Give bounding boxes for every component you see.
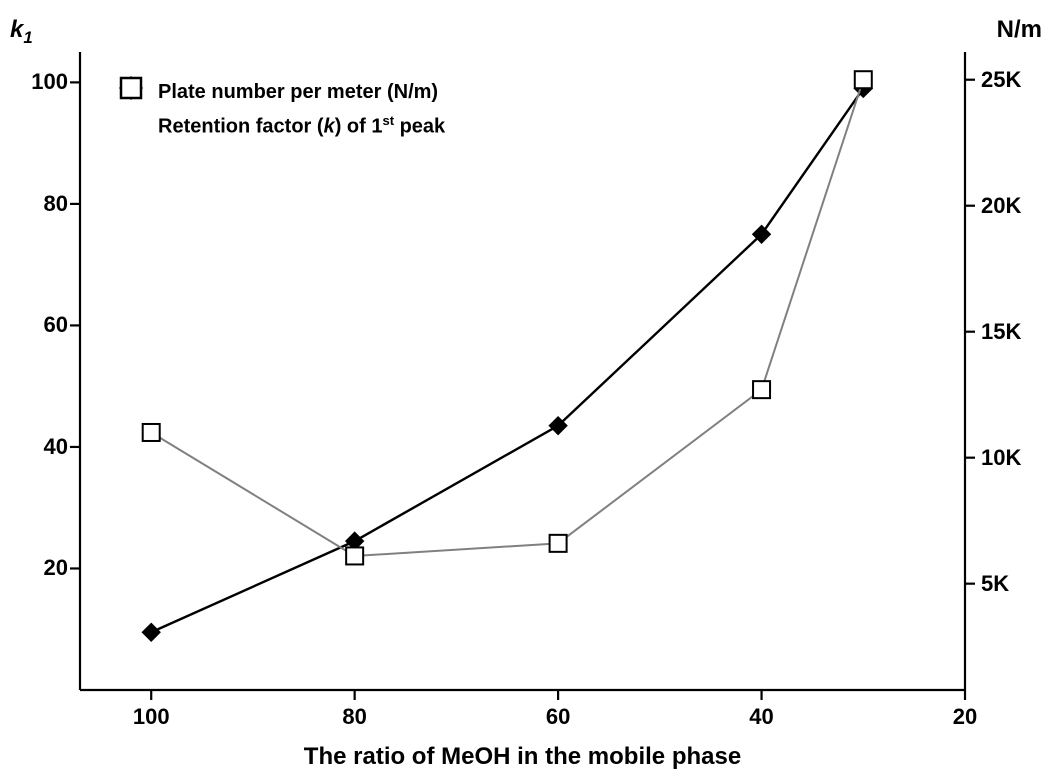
- y-right-tick-label: 10K: [981, 445, 1050, 471]
- x-tick-label: 40: [732, 704, 792, 730]
- y-left-tick-label: 20: [8, 555, 68, 581]
- y-right-tick-label: 5K: [981, 571, 1050, 597]
- x-tick-label: 20: [935, 704, 995, 730]
- legend-item: Retention factor (k) of 1st peak: [118, 109, 445, 143]
- x-tick-label: 60: [528, 704, 588, 730]
- x-tick-label: 100: [121, 704, 181, 730]
- y-left-tick-label: 100: [8, 69, 68, 95]
- y-left-tick-label: 80: [8, 191, 68, 217]
- y-right-tick-label: 20K: [981, 193, 1050, 219]
- legend: Plate number per meter (N/m) Retention fa…: [118, 75, 445, 143]
- legend-item-label: Plate number per meter (N/m): [158, 81, 438, 104]
- square-open-icon: [118, 113, 144, 139]
- y-right-tick-label: 15K: [981, 319, 1050, 345]
- y-left-tick-label: 40: [8, 434, 68, 460]
- y-right-tick-label: 25K: [981, 67, 1050, 93]
- x-tick-label: 80: [325, 704, 385, 730]
- legend-item: Plate number per meter (N/m): [118, 75, 445, 109]
- y-left-tick-label: 60: [8, 312, 68, 338]
- chart-container: k1 N/m 20406080100 5K10K15K20K25K 100806…: [0, 0, 1050, 781]
- x-axis-title: The ratio of MeOH in the mobile phase: [283, 743, 763, 771]
- legend-item-label: Retention factor (k) of 1st peak: [158, 113, 445, 139]
